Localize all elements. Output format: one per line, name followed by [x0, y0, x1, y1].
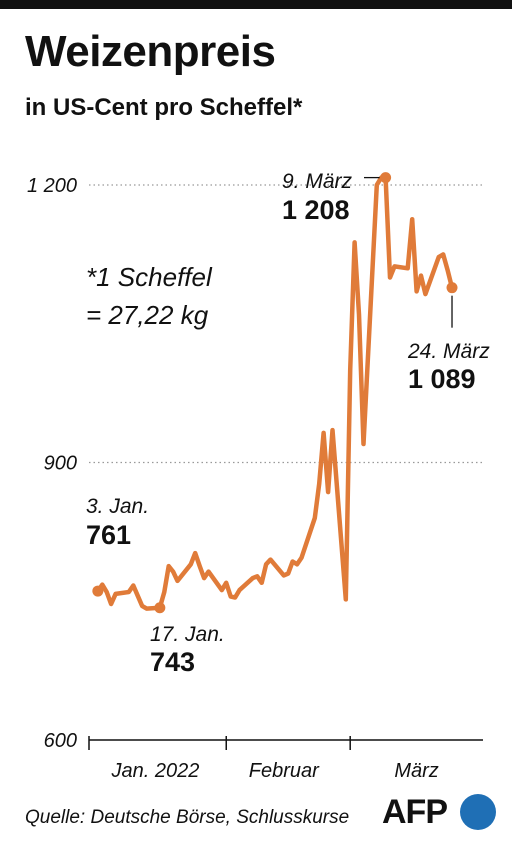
x-tick-label: Jan. 2022 [110, 760, 199, 782]
annotation-date: 3. Jan. [86, 495, 149, 518]
y-tick-label: 1 200 [27, 175, 77, 197]
chart-title: Weizenpreis [25, 27, 276, 76]
annotation-value: 761 [86, 520, 131, 550]
annotation-date: 9. März [282, 170, 353, 193]
annotation-value: 743 [150, 647, 195, 677]
footnote-line-1: *1 Scheffel [86, 262, 213, 292]
x-tick-label: Februar [249, 760, 320, 782]
chart-subtitle: in US-Cent pro Scheffel* [25, 94, 303, 121]
annotation-date: 24. März [407, 340, 490, 363]
footnote-line-2: = 27,22 kg [86, 300, 209, 330]
annotation-value: 1 208 [282, 195, 350, 225]
source-note: Quelle: Deutsche Börse, Schlusskurse [25, 807, 350, 828]
annotation-date: 17. Jan. [150, 623, 225, 646]
data-point [154, 602, 166, 614]
x-tick-label: März [394, 760, 438, 782]
afp-logo: AFP [382, 793, 498, 833]
data-point [446, 282, 458, 294]
data-point [380, 172, 392, 184]
series-line [95, 175, 455, 611]
logo-circle-icon [460, 794, 496, 830]
top-bar [0, 0, 512, 9]
y-tick-label: 900 [44, 453, 77, 475]
data-point [92, 585, 104, 597]
logo-text: AFP [382, 793, 448, 831]
annotation-value: 1 089 [408, 364, 476, 394]
y-tick-label: 600 [44, 730, 77, 752]
